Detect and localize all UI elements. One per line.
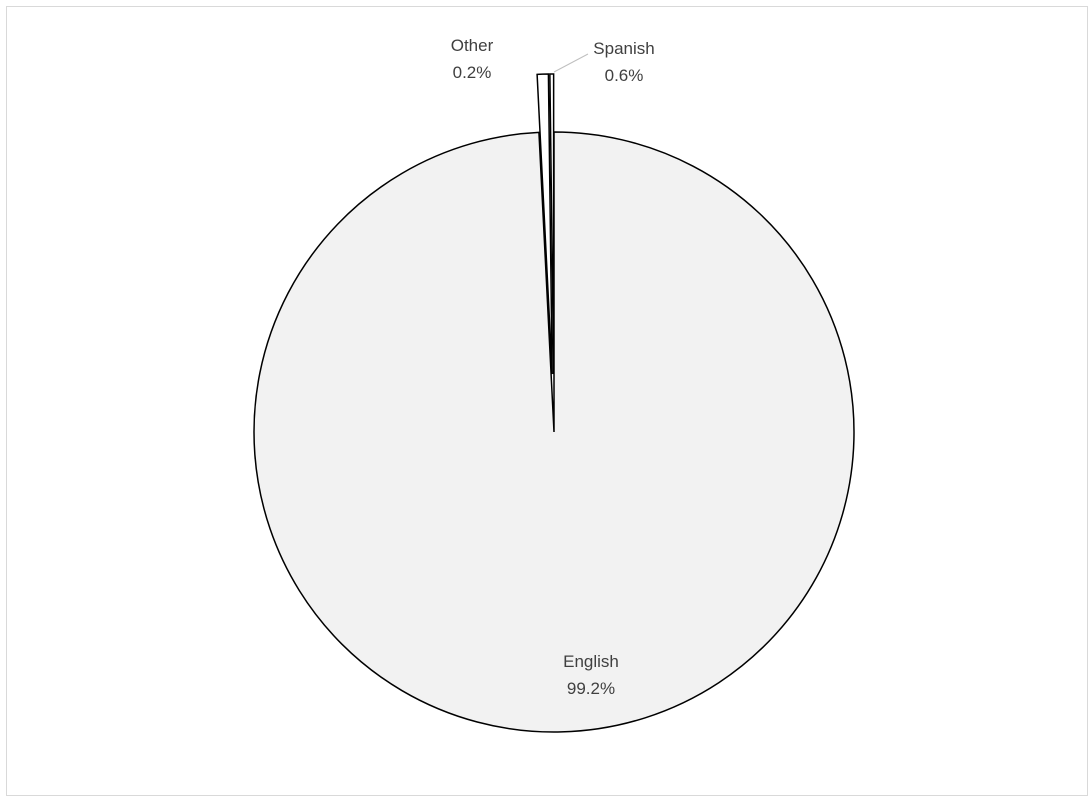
data-label-english-value: 99.2% [567,679,615,698]
pie-slice-other [549,73,555,375]
data-labels: English 99.2% Spanish 0.6% Other 0.2% [451,36,655,698]
data-label-spanish-value: 0.6% [605,66,644,85]
data-label-spanish-name: Spanish [593,39,654,58]
pie-slices [253,73,855,733]
pie-slice-english [253,131,855,733]
pie-slice-spanish [536,73,553,375]
leader-line-spanish [553,53,589,73]
leader-lines [553,53,589,73]
data-label-english-name: English [563,652,619,671]
data-label-other-value: 0.2% [453,63,492,82]
data-label-other-name: Other [451,36,494,55]
